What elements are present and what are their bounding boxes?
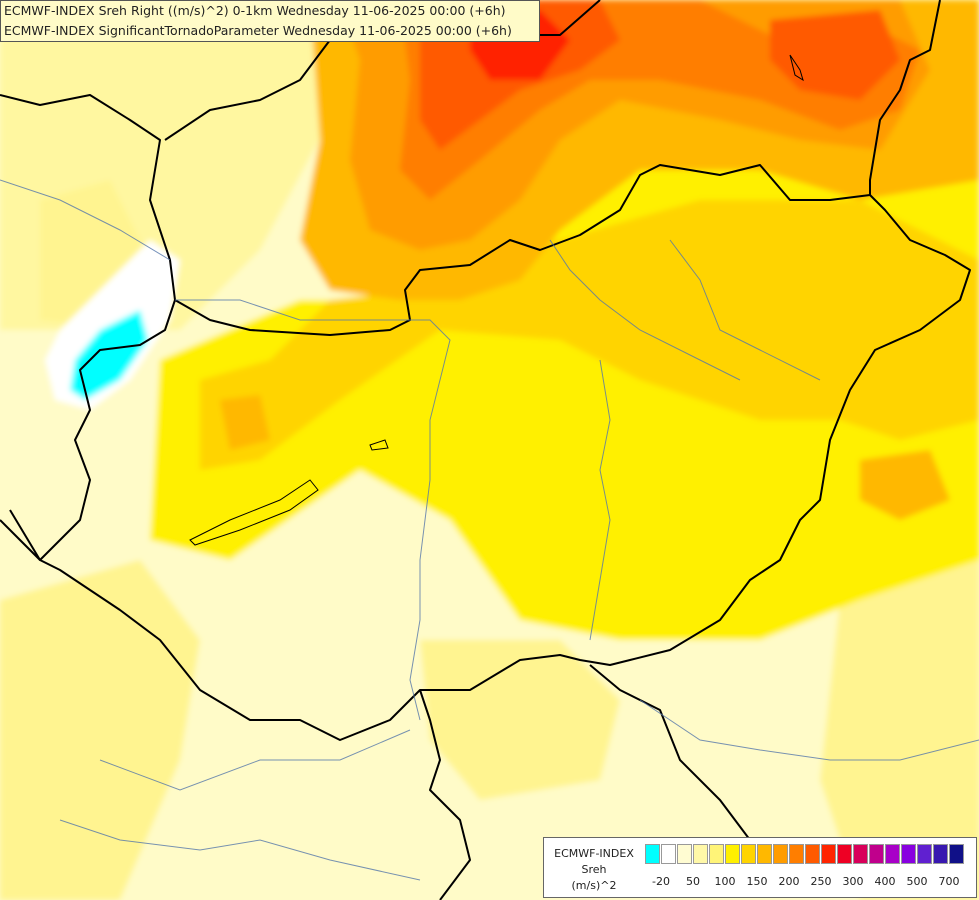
legend-tick-label: 300 xyxy=(842,875,864,888)
legend-swatch xyxy=(933,844,948,864)
color-legend: ECMWF-INDEX Sreh (m/s)^2 -20 50 100 150 200 2… xyxy=(543,837,977,898)
title-line-1: ECMWF-INDEX Sreh Right ((m/s)^2) 0-1km W… xyxy=(4,3,506,18)
legend-swatch xyxy=(789,844,804,864)
legend-swatch xyxy=(869,844,884,864)
legend-swatch xyxy=(917,844,932,864)
legend-tick-label: 50 xyxy=(686,875,700,888)
legend-colorbar xyxy=(645,844,965,864)
legend-swatch xyxy=(853,844,868,864)
legend-swatch xyxy=(821,844,836,864)
legend-tick-label: 100 xyxy=(714,875,736,888)
legend-ticks: -20 50 100 150 200 250 300 400 500 700 xyxy=(645,875,975,889)
title-line-2: ECMWF-INDEX SignificantTornadoParameter … xyxy=(4,23,512,38)
rivers xyxy=(0,179,979,881)
legend-swatch xyxy=(837,844,852,864)
legend-swatch xyxy=(773,844,788,864)
legend-tick-label: 150 xyxy=(746,875,768,888)
legend-unit: (m/s)^2 xyxy=(571,879,617,892)
legend-swatch xyxy=(709,844,724,864)
legend-tick-label: 400 xyxy=(874,875,896,888)
legend-caption: ECMWF-INDEX Sreh (m/s)^2 xyxy=(544,846,644,894)
legend-swatch xyxy=(949,844,964,864)
legend-swatch xyxy=(677,844,692,864)
legend-tick-label: 500 xyxy=(906,875,928,888)
legend-source: ECMWF-INDEX xyxy=(554,847,634,860)
legend-swatch xyxy=(901,844,916,864)
map-title-box: ECMWF-INDEX Sreh Right ((m/s)^2) 0-1km W… xyxy=(0,0,540,42)
legend-swatch xyxy=(661,844,676,864)
legend-swatch xyxy=(805,844,820,864)
legend-tick-label: 200 xyxy=(778,875,800,888)
legend-swatch xyxy=(645,844,660,864)
lake-outlines xyxy=(189,54,804,546)
legend-swatch xyxy=(725,844,740,864)
legend-swatch xyxy=(757,844,772,864)
legend-variable: Sreh xyxy=(581,863,607,876)
legend-tick-label: 700 xyxy=(938,875,960,888)
legend-swatch xyxy=(693,844,708,864)
legend-tick-label: -20 xyxy=(652,875,670,888)
legend-tick-label: 250 xyxy=(810,875,832,888)
legend-swatch xyxy=(741,844,756,864)
legend-swatch xyxy=(885,844,900,864)
